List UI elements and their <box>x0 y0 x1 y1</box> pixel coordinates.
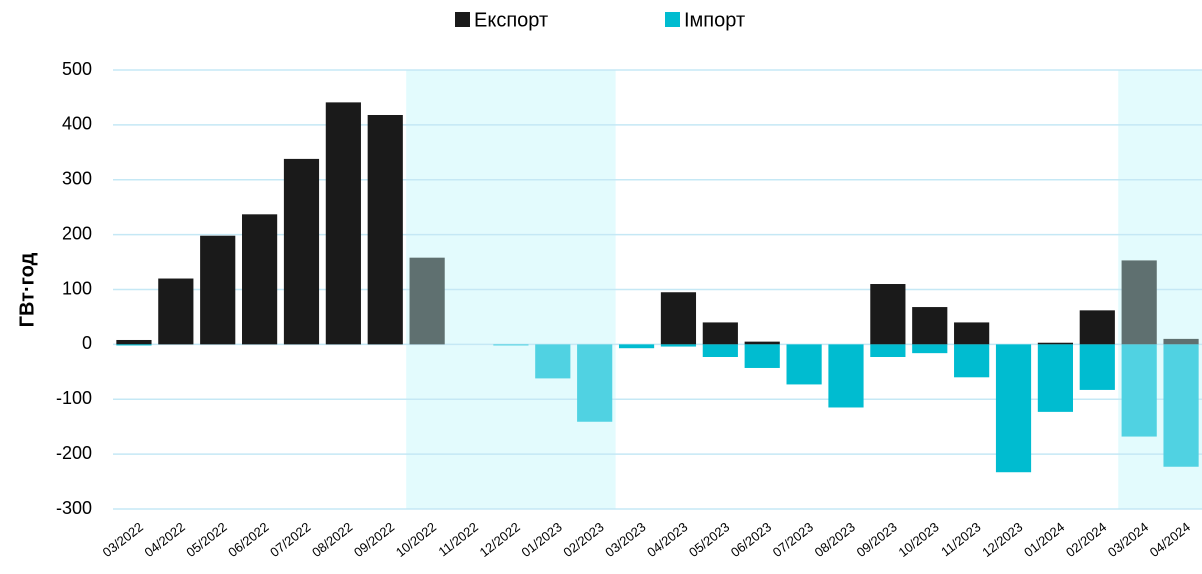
x-tick-label: 04/2023 <box>644 519 690 560</box>
x-tick-label: 03/2023 <box>602 519 648 560</box>
bar <box>242 214 278 345</box>
bar <box>912 307 948 345</box>
bar <box>870 344 906 357</box>
bar <box>660 292 697 345</box>
x-tick-label: 06/2022 <box>225 519 271 560</box>
bar <box>1163 338 1199 345</box>
y-tick-label: 500 <box>62 59 92 79</box>
y-tick-label: 300 <box>62 169 92 189</box>
x-tick-label: 11/2022 <box>435 519 481 559</box>
bar <box>870 284 906 345</box>
legend-label: Імпорт <box>684 9 745 31</box>
bar <box>116 344 152 346</box>
x-tick-label: 09/2022 <box>351 519 397 560</box>
bar <box>1079 344 1115 390</box>
bar <box>618 344 655 349</box>
legend-swatch <box>455 12 470 27</box>
bar <box>409 257 445 345</box>
x-tick-label: 03/2022 <box>100 519 146 560</box>
bar <box>702 322 738 345</box>
bar <box>954 322 990 345</box>
y-tick-label: -100 <box>56 388 92 408</box>
x-tick-label: 10/2023 <box>895 519 941 560</box>
x-tick-label: 08/2022 <box>309 519 355 560</box>
bar <box>577 344 613 422</box>
x-tick-label: 01/2023 <box>518 519 564 560</box>
bar <box>158 278 194 345</box>
bar <box>786 344 822 385</box>
x-tick-label: 12/2023 <box>979 519 1025 560</box>
x-tick-label: 10/2022 <box>393 519 439 560</box>
x-tick-label: 07/2023 <box>770 519 816 560</box>
x-tick-label: 02/2023 <box>560 519 606 560</box>
bar <box>1037 344 1073 412</box>
y-axis-label: ГВт·год <box>16 252 38 327</box>
y-tick-label: -200 <box>56 443 92 463</box>
bar <box>912 344 948 354</box>
y-tick-label: -300 <box>56 498 92 518</box>
bar <box>1037 342 1073 345</box>
y-tick-label: 0 <box>82 333 92 353</box>
y-tick-label: 400 <box>62 114 92 134</box>
bar <box>535 344 571 379</box>
legend-swatch <box>665 12 680 27</box>
bar <box>995 344 1032 473</box>
x-tick-label: 02/2024 <box>1063 519 1109 560</box>
bar <box>325 102 361 345</box>
bar <box>1163 344 1199 467</box>
bar <box>702 344 738 357</box>
y-tick-label: 200 <box>62 223 92 243</box>
x-tick-label: 05/2022 <box>183 519 229 560</box>
bar <box>954 344 990 378</box>
bar <box>493 344 529 346</box>
x-tick-label: 09/2023 <box>854 519 900 560</box>
x-tick-label: 04/2024 <box>1147 519 1193 560</box>
x-tick-label: 06/2023 <box>728 519 774 560</box>
bar <box>1121 260 1157 345</box>
y-tick-label: 100 <box>62 278 92 298</box>
x-tick-label: 03/2024 <box>1105 519 1151 560</box>
bar <box>367 114 403 345</box>
x-tick-label: 11/2023 <box>938 519 984 559</box>
bar <box>744 341 780 345</box>
bar <box>744 344 780 368</box>
x-tick-label: 07/2022 <box>267 519 313 560</box>
x-tick-label: 04/2022 <box>142 519 188 560</box>
x-tick-label: 01/2024 <box>1021 519 1067 560</box>
bar <box>828 344 864 408</box>
bar <box>1121 344 1157 437</box>
legend-label: Експорт <box>474 9 548 31</box>
bar <box>200 235 236 345</box>
x-tick-label: 05/2023 <box>686 519 732 560</box>
bar <box>116 339 152 345</box>
bar <box>283 158 320 345</box>
bar <box>660 344 697 347</box>
x-tick-label: 12/2022 <box>477 519 523 560</box>
x-tick-label: 08/2023 <box>812 519 858 560</box>
bar <box>1079 310 1115 345</box>
